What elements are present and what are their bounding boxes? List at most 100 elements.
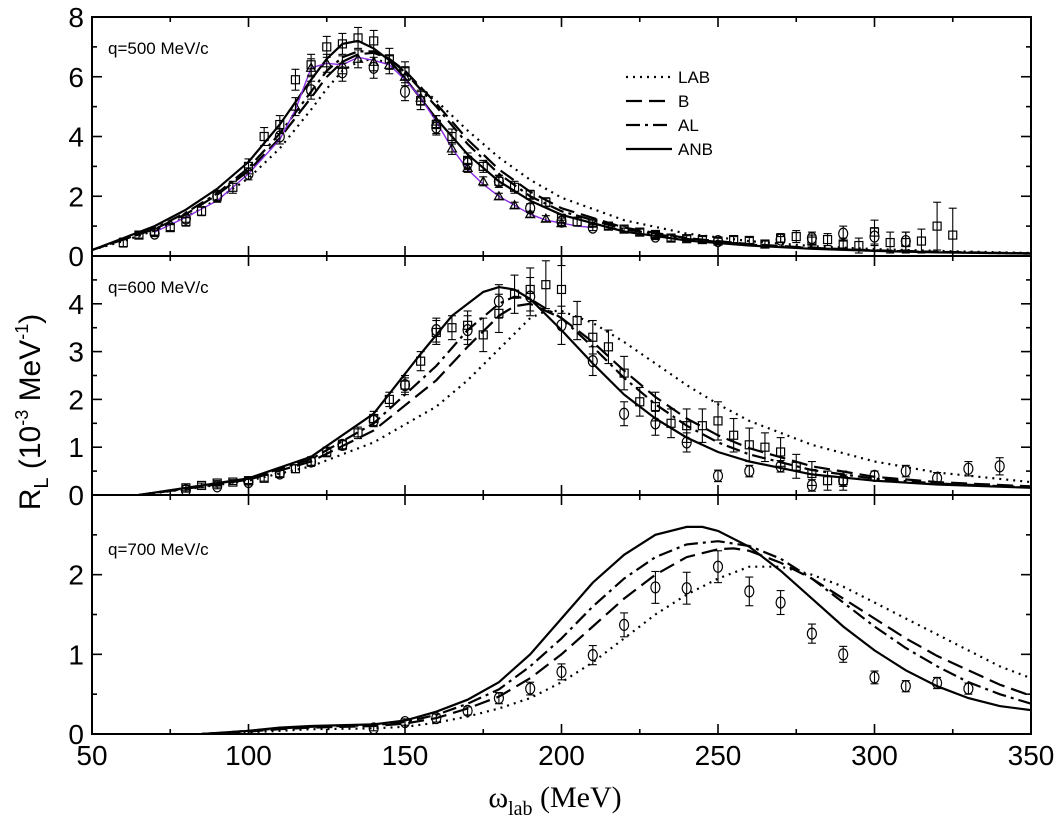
data-point-circle xyxy=(994,460,1005,473)
data-point-square xyxy=(822,234,833,245)
y-tick-label: 1 xyxy=(68,639,84,670)
x-axis-title-sub: lab xyxy=(508,798,532,818)
data-point-square xyxy=(854,240,864,251)
legend-label-anb: ANB xyxy=(678,140,713,159)
data-point-square xyxy=(525,190,535,200)
data-point-triangle xyxy=(368,56,380,66)
data-point-triangle xyxy=(540,212,552,223)
panel-plot-area xyxy=(138,260,1031,495)
data-point-square xyxy=(822,476,833,486)
data-point-square xyxy=(791,231,801,242)
data-point-square xyxy=(666,418,676,428)
data-point-square xyxy=(697,421,707,431)
data-point-circle xyxy=(806,231,818,245)
data-point-circle xyxy=(493,175,504,188)
data-point-square xyxy=(556,284,567,295)
data-point-square xyxy=(744,235,754,246)
data-point-square xyxy=(353,33,363,43)
x-tick-label: 50 xyxy=(76,740,107,771)
x-axis-title: ωlab (MeV) xyxy=(488,781,621,818)
data-point-circle xyxy=(963,462,974,475)
data-point-circle xyxy=(931,676,943,690)
data-point-circle xyxy=(712,560,724,573)
panel-plot-area xyxy=(201,525,1031,734)
data-point-square xyxy=(384,394,394,404)
data-point-square xyxy=(760,239,770,249)
data-point-square xyxy=(635,227,645,237)
data-point-circle xyxy=(462,704,473,717)
data-point-circle xyxy=(274,467,285,480)
y-axis-title-sub: L xyxy=(31,477,53,488)
data-point-square xyxy=(259,131,269,142)
data-point-circle xyxy=(650,417,661,430)
y-axis-title-mid: MeV xyxy=(14,340,47,410)
data-point-square xyxy=(416,356,426,366)
data-point-square xyxy=(650,401,661,412)
data-point-circle xyxy=(149,227,160,240)
data-point-circle xyxy=(493,692,504,705)
data-point-square xyxy=(807,468,817,479)
data-point-triangle xyxy=(352,53,364,63)
data-point-square xyxy=(322,447,332,457)
data-point-square xyxy=(337,39,347,49)
data-point-square xyxy=(541,280,551,290)
data-point-square xyxy=(619,368,629,378)
data-point-square xyxy=(682,234,692,244)
data-point-circle xyxy=(650,581,661,594)
data-point-square xyxy=(228,477,238,487)
data-point-circle xyxy=(806,627,818,640)
legend-label-lab: LAB xyxy=(678,68,710,87)
data-point-circle xyxy=(838,227,849,240)
data-point-triangle xyxy=(415,91,427,102)
data-point-triangle xyxy=(305,62,317,72)
data-point-circle xyxy=(900,234,911,248)
data-point-circle xyxy=(306,84,317,97)
legend-label-b: B xyxy=(678,92,689,111)
data-point-triangle xyxy=(509,199,521,210)
y-tick-label: 1 xyxy=(68,432,84,463)
data-point-triangle xyxy=(555,217,568,228)
data-point-triangle xyxy=(321,57,333,68)
data-point-square xyxy=(290,75,301,85)
data-point-circle xyxy=(462,323,473,337)
data-point-square xyxy=(353,428,363,438)
data-point-circle xyxy=(775,596,786,609)
data-point-circle xyxy=(306,455,317,468)
series-anb-line xyxy=(201,525,1031,734)
data-point-circle xyxy=(431,323,442,337)
data-point-square xyxy=(572,217,582,227)
data-point-circle xyxy=(744,465,755,478)
y-axis-title-open: (10 xyxy=(14,426,47,478)
y-axis-title-exp2: -1 xyxy=(12,324,32,340)
data-point-square xyxy=(572,315,582,326)
data-point-circle xyxy=(712,469,724,482)
x-tick-label: 250 xyxy=(695,740,742,771)
data-point-square xyxy=(369,36,379,46)
data-point-circle xyxy=(681,582,692,595)
data-point-circle xyxy=(806,479,818,492)
data-point-circle xyxy=(525,290,536,303)
data-point-circle xyxy=(556,665,567,678)
series-b-line xyxy=(201,547,1031,734)
data-point-triangle xyxy=(430,115,442,126)
data-point-circle xyxy=(212,190,223,203)
data-point-circle xyxy=(180,212,191,225)
x-tick-label: 300 xyxy=(851,740,898,771)
y-tick-label: 0 xyxy=(68,480,84,511)
legend-label-al: AL xyxy=(678,116,699,135)
data-point-circle xyxy=(587,355,598,368)
y-tick-label: 4 xyxy=(68,289,84,320)
data-point-square xyxy=(322,42,332,52)
data-point-square xyxy=(509,182,520,192)
series-b-line xyxy=(138,302,1031,495)
legend: LAB B AL ANB xyxy=(626,68,713,159)
data-point-square xyxy=(619,224,629,234)
y-tick-label: 0 xyxy=(68,719,84,750)
data-point-triangle xyxy=(524,208,536,219)
data-point-circle xyxy=(869,230,880,243)
data-point-square xyxy=(290,464,301,474)
data-point-circle xyxy=(212,480,223,493)
data-point-circle xyxy=(681,436,692,449)
y-tick-label: 0 xyxy=(68,241,84,272)
